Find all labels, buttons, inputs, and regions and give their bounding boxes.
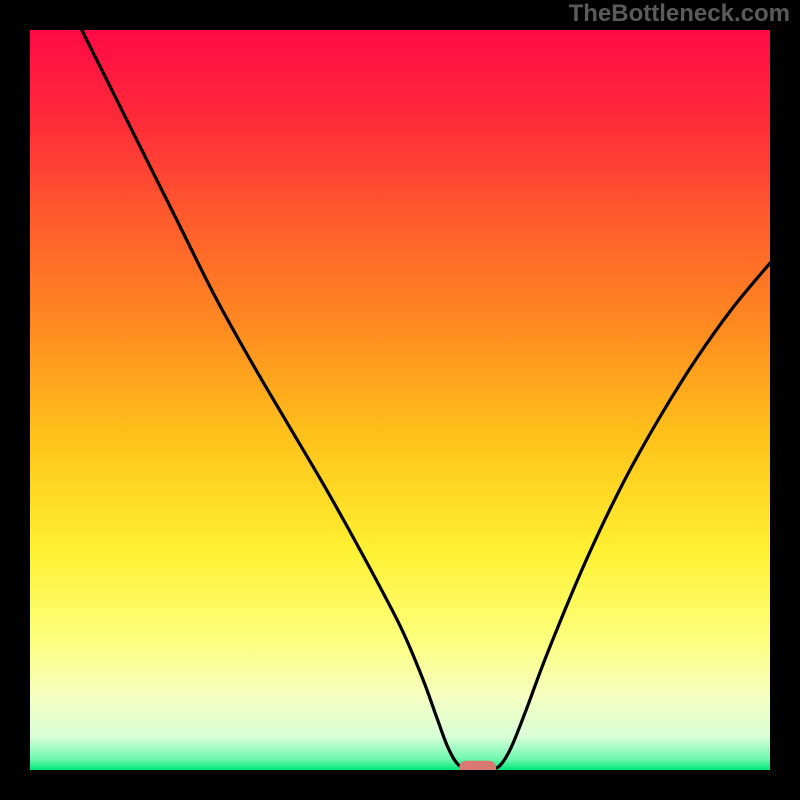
- plot-area: [30, 30, 770, 770]
- chart-stage: TheBottleneck.com: [0, 0, 800, 800]
- watermark-text: TheBottleneck.com: [569, 0, 790, 28]
- gradient-background: [30, 30, 770, 770]
- bottleneck-chart-svg: [30, 30, 770, 770]
- optimum-marker: [459, 761, 496, 770]
